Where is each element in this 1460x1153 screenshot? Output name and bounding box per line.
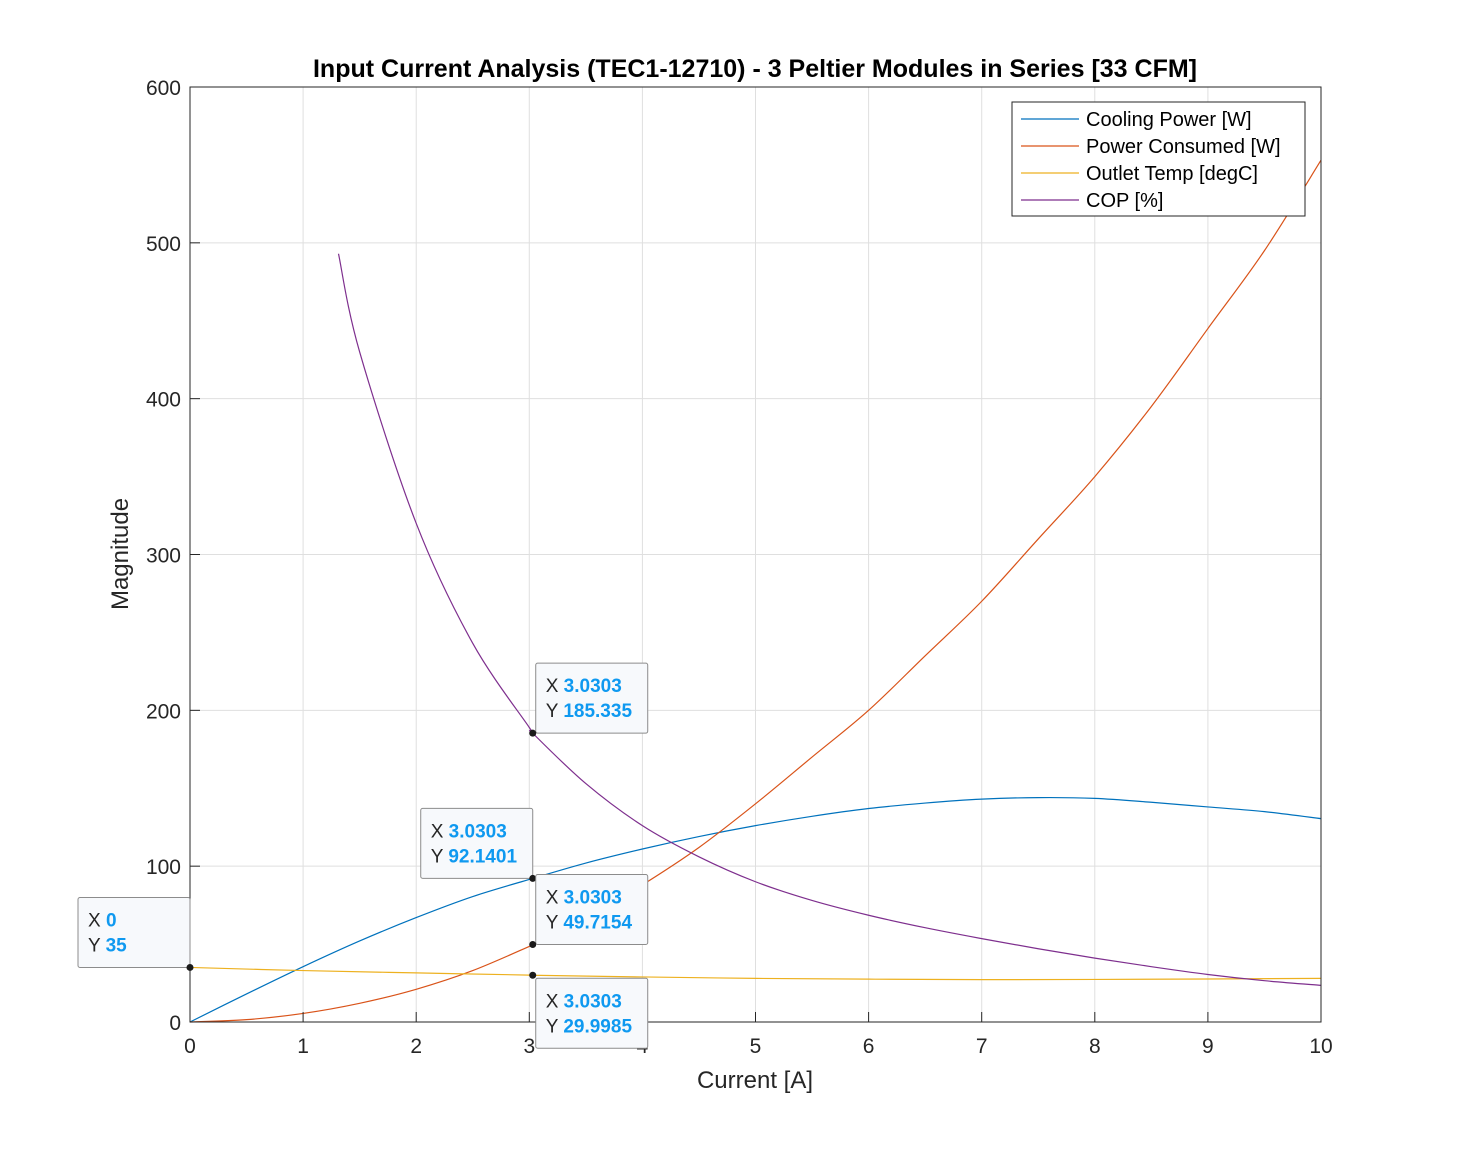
datatip-marker (529, 971, 537, 979)
datatip-box (535, 662, 649, 734)
y-tick-label: 200 (146, 700, 181, 723)
datatip-marker (529, 729, 537, 737)
y-tick-label: 100 (146, 856, 181, 879)
datatip-y-value: 29.9985 (563, 1016, 632, 1037)
datatip-x-value: 0 (106, 910, 117, 931)
y-tick-label: 600 (146, 77, 181, 100)
y-tick-label: 500 (146, 233, 181, 256)
datatip-box (535, 874, 649, 946)
series-line-2 (189, 966, 1322, 981)
datatip-y-value: 49.7154 (563, 913, 632, 934)
datatip-y-label: Y (546, 1016, 564, 1037)
datatip-x-row: X 3.0303 (546, 888, 622, 909)
datatip-y-row: Y 29.9985 (546, 1016, 633, 1037)
legend-entry: Outlet Temp [degC] (1086, 163, 1258, 185)
datatip-y-label: Y (88, 935, 106, 956)
datatip-box (420, 807, 534, 879)
y-axis-label: Magnitude (107, 498, 134, 610)
x-tick-label: 1 (297, 1035, 309, 1058)
chart-title: Input Current Analysis (TEC1-12710) - 3 … (313, 55, 1197, 83)
legend-box (1011, 101, 1306, 217)
legend-entry: COP [%] (1086, 190, 1163, 212)
datatip-x-label: X (546, 888, 564, 909)
x-tick-label: 9 (1202, 1035, 1214, 1058)
legend-entry: Cooling Power [W] (1086, 109, 1252, 131)
datatip-x-row: X 3.0303 (431, 821, 507, 842)
datatip-marker (186, 963, 194, 971)
datatip-x-value: 3.0303 (449, 821, 507, 842)
datatip-y-row: Y 92.1401 (431, 846, 518, 867)
datatip-y-row: Y 185.335 (546, 701, 633, 722)
x-tick-label: 0 (184, 1035, 196, 1058)
x-tick-label: 2 (410, 1035, 422, 1058)
datatip-marker (529, 941, 537, 949)
datatip-x-row: X 3.0303 (546, 991, 622, 1012)
datatip-x-value: 3.0303 (564, 991, 622, 1012)
datatip-x-label: X (88, 910, 106, 931)
datatip-x-label: X (546, 676, 564, 697)
x-tick-label: 7 (976, 1035, 988, 1058)
datatip-x-label: X (546, 991, 564, 1012)
legend-entry: Power Consumed [W] (1086, 136, 1281, 158)
datatip-x-value: 3.0303 (564, 888, 622, 909)
datatip-x-row: X 3.0303 (546, 676, 622, 697)
datatip-x-row: X 0 (88, 910, 117, 931)
y-tick-label: 0 (169, 1012, 181, 1035)
datatip-box (77, 896, 191, 968)
legend: Cooling Power [W] Power Consumed [W] Outle… (1011, 101, 1306, 217)
x-tick-label: 5 (750, 1035, 762, 1058)
y-tick-label: 300 (146, 545, 181, 568)
series-line-0 (189, 796, 1322, 1023)
series-line-3 (337, 253, 1322, 986)
datatip-y-row: Y 35 (88, 935, 127, 956)
datatip-y-label: Y (546, 701, 564, 722)
x-tick-label: 6 (863, 1035, 875, 1058)
datatip-y-row: Y 49.7154 (546, 913, 633, 934)
y-tick-label: 400 (146, 389, 181, 412)
series-lines (189, 159, 1322, 1023)
x-tick-label: 10 (1309, 1035, 1332, 1058)
datatip-marker (529, 874, 537, 882)
axis-ticks: 0123456789100100200300400500600 (146, 77, 1333, 1058)
datatip-y-value: 35 (106, 935, 128, 956)
series-line-1 (189, 159, 1322, 1023)
datatip-y-label: Y (431, 846, 449, 867)
datatip-box (535, 977, 649, 1049)
datatip-x-label: X (431, 821, 449, 842)
datatip-y-value: 92.1401 (448, 846, 517, 867)
x-tick-label: 3 (523, 1035, 535, 1058)
datatip[interactable]: X 0Y 35 (77, 896, 194, 971)
x-tick-label: 8 (1089, 1035, 1101, 1058)
datatip-x-value: 3.0303 (564, 676, 622, 697)
x-axis-label: Current [A] (697, 1067, 813, 1094)
datatip-y-value: 185.335 (563, 701, 632, 722)
datatip-y-label: Y (546, 913, 564, 934)
